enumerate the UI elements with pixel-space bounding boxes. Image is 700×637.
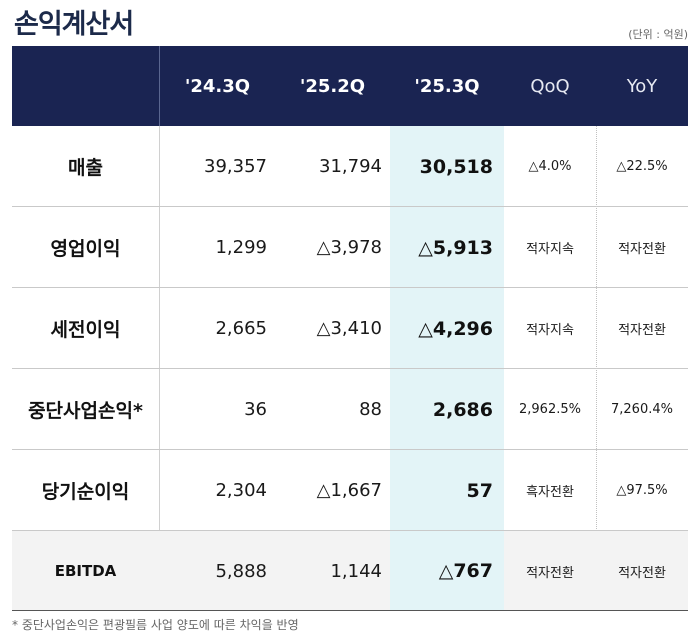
value-qoq: 적자지속 xyxy=(526,242,574,257)
value-qoq: 흑자전환 xyxy=(526,485,574,500)
value-24-3q: 36 xyxy=(244,399,267,420)
value-24-3q: 39,357 xyxy=(204,156,267,177)
value-24-3q: 2,665 xyxy=(215,318,267,339)
row-label: 세전이익 xyxy=(50,319,121,341)
value-25-2q: 31,794 xyxy=(319,156,382,177)
footnote: * 중단사업손익은 편광필름 사업 양도에 따른 차익을 반영 xyxy=(12,618,299,632)
unit-label: (단위 : 억원) xyxy=(628,28,688,41)
row-divider xyxy=(12,206,688,207)
value-qoq: △4.0% xyxy=(528,159,572,174)
value-25-3q: △4,296 xyxy=(418,317,493,340)
value-yoy: △22.5% xyxy=(616,159,668,174)
table-header: '24.3Q '25.2Q '25.3Q QoQ YoY xyxy=(12,46,688,126)
value-24-3q: 1,299 xyxy=(215,237,267,258)
value-25-3q: 30,518 xyxy=(419,155,493,178)
table-row-ebitda: EBITDA 5,888 1,144 △767 적자전환 적자전환 xyxy=(12,531,688,611)
income-statement-table: '24.3Q '25.2Q '25.3Q QoQ YoY 매출 39,357 3… xyxy=(12,46,688,611)
value-qoq: 적자전환 xyxy=(526,565,574,581)
value-yoy: 7,260.4% xyxy=(611,402,673,417)
value-24-3q: 2,304 xyxy=(215,480,267,501)
column-header-yoy: YoY xyxy=(626,75,658,97)
value-25-3q: △5,913 xyxy=(418,236,493,259)
table-row: 중단사업손익* 36 88 2,686 2,962.5% 7,260.4% xyxy=(12,369,688,450)
row-label: 영업이익 xyxy=(50,238,121,260)
row-label: EBITDA xyxy=(54,562,117,580)
ebitda-row-background xyxy=(12,531,688,611)
value-25-3q: △767 xyxy=(438,560,493,582)
table-row: 영업이익 1,299 △3,978 △5,913 적자지속 적자전환 xyxy=(12,207,688,288)
value-qoq: 2,962.5% xyxy=(519,402,581,417)
page-title: 손익계산서 xyxy=(14,9,134,40)
column-header-25-3q: '25.3Q xyxy=(414,75,480,97)
value-25-2q: △3,978 xyxy=(316,237,382,258)
header-divider xyxy=(159,46,160,126)
current-quarter-highlight xyxy=(390,531,504,611)
value-qoq: 적자지속 xyxy=(526,323,574,338)
value-yoy: 적자전환 xyxy=(618,323,666,338)
row-divider xyxy=(12,287,688,288)
table-row: 매출 39,357 31,794 30,518 △4.0% △22.5% xyxy=(12,126,688,207)
value-yoy: 적자전환 xyxy=(618,565,666,581)
value-24-3q: 5,888 xyxy=(215,560,267,582)
value-25-2q: 88 xyxy=(359,399,382,420)
value-yoy: 적자전환 xyxy=(618,242,666,257)
table-row: 세전이익 2,665 △3,410 △4,296 적자지속 적자전환 xyxy=(12,288,688,369)
table-bottom-border xyxy=(12,610,688,611)
value-25-2q: △1,667 xyxy=(316,480,382,501)
value-25-2q: △3,410 xyxy=(316,318,382,339)
row-label: 중단사업손익* xyxy=(28,400,143,422)
row-label: 매출 xyxy=(68,157,103,179)
column-header-25-2q: '25.2Q xyxy=(299,75,366,97)
column-header-24-3q: '24.3Q xyxy=(184,75,251,97)
value-25-2q: 1,144 xyxy=(330,560,382,582)
row-divider xyxy=(12,530,688,531)
table-row: 당기순이익 2,304 △1,667 57 흑자전환 △97.5% xyxy=(12,450,688,531)
row-label: 당기순이익 xyxy=(41,481,130,503)
value-25-3q: 57 xyxy=(466,479,493,502)
value-25-3q: 2,686 xyxy=(432,398,493,421)
column-header-qoq: QoQ xyxy=(530,75,570,97)
row-divider xyxy=(12,449,688,450)
row-divider xyxy=(12,368,688,369)
value-yoy: △97.5% xyxy=(616,483,668,498)
